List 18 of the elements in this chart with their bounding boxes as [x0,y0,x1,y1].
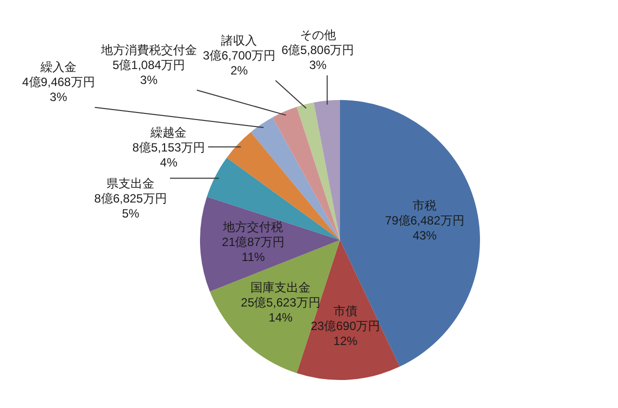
slice-label: 繰入金 [39,60,76,74]
slice-label: その他 [300,28,336,42]
slice-label: 国庫支出金 [250,280,311,295]
data-label: 3億6,700万円 2% [202,48,276,78]
slice-label: 市債 [333,304,358,318]
data-label: 21億87万円 11% [222,235,285,264]
data-label: 8億6,825万円 5% [94,192,167,221]
data-label: 4億9,468万円 3% [22,75,95,104]
slice-label: 諸収入 [221,33,258,48]
data-label: 5億1,084万円 3% [112,58,186,87]
slice-label: 地方消費税交付金 [100,42,197,57]
slice-label: 繰越金 [150,126,187,140]
slice-label: 地方交付税 [222,220,284,234]
data-label: 8億5,153万円 4% [132,140,206,170]
slice-label: 県支出金 [106,176,155,191]
data-label: 79億6,482万円 43% [385,213,464,242]
slice-label: 市税 [412,198,437,212]
data-label: 6億5,806万円 3% [282,43,354,72]
